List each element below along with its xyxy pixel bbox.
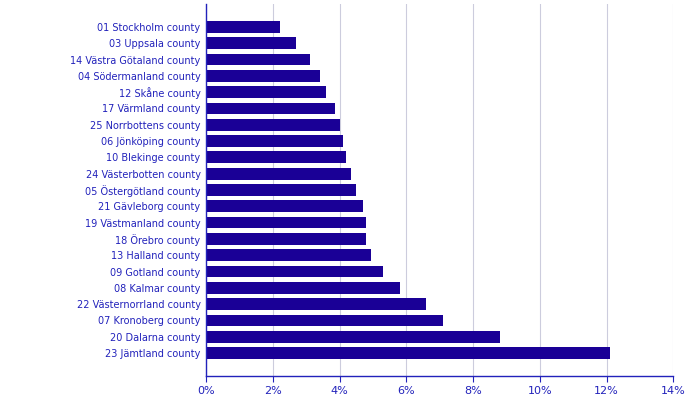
Bar xyxy=(206,119,339,131)
Bar xyxy=(206,102,335,114)
Bar xyxy=(206,54,310,65)
Bar xyxy=(206,86,326,98)
Bar xyxy=(206,200,363,212)
Bar xyxy=(206,266,383,278)
Bar xyxy=(206,135,343,147)
Bar xyxy=(206,217,366,228)
Bar xyxy=(206,233,366,245)
Bar xyxy=(206,282,400,294)
Bar xyxy=(206,70,319,82)
Bar xyxy=(206,347,610,359)
Bar xyxy=(206,331,499,343)
Bar xyxy=(206,184,357,196)
Bar xyxy=(206,298,427,310)
Bar xyxy=(206,168,351,180)
Bar xyxy=(206,249,371,261)
Bar xyxy=(206,315,443,326)
Bar xyxy=(206,21,280,33)
Bar xyxy=(206,152,346,163)
Bar xyxy=(206,37,296,49)
